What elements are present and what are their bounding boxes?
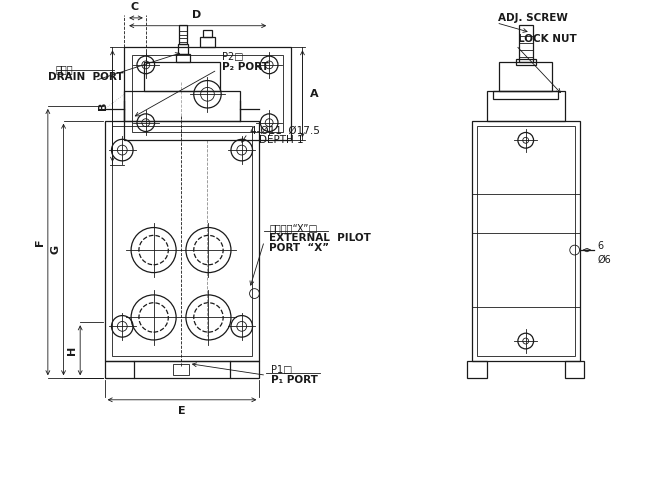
Bar <box>230 361 259 378</box>
Bar <box>179 25 187 44</box>
Text: B: B <box>98 102 108 110</box>
Text: PORT  “X”: PORT “X” <box>269 243 329 253</box>
Bar <box>487 91 565 121</box>
Bar <box>178 44 188 54</box>
Text: 泏流口: 泏流口 <box>56 64 73 74</box>
Bar <box>467 361 487 378</box>
Bar <box>203 30 213 37</box>
Text: P₂ PORT: P₂ PORT <box>222 62 269 72</box>
Bar <box>519 25 533 62</box>
Bar <box>124 47 291 140</box>
Text: LOCK NUT: LOCK NUT <box>518 34 577 44</box>
Text: A: A <box>310 89 319 99</box>
Bar <box>565 361 584 378</box>
Bar <box>477 125 575 356</box>
Bar <box>113 125 251 356</box>
Text: E: E <box>178 406 186 416</box>
Bar <box>105 361 134 378</box>
Bar <box>200 37 215 47</box>
Text: C: C <box>131 2 139 12</box>
Bar <box>516 59 535 65</box>
Text: ADJ. SCREW: ADJ. SCREW <box>498 13 568 23</box>
Text: DRAIN  PORT: DRAIN PORT <box>48 72 124 82</box>
Text: 4-Ø11  Ø17.5: 4-Ø11 Ø17.5 <box>249 125 319 136</box>
Bar <box>493 91 558 99</box>
Text: G: G <box>51 245 61 254</box>
Text: Ø6: Ø6 <box>597 255 611 265</box>
Bar <box>124 91 240 121</box>
Text: EXTERNAL  PILOT: EXTERNAL PILOT <box>269 233 371 243</box>
Text: H: H <box>67 346 77 355</box>
Text: 6: 6 <box>597 241 603 251</box>
Bar <box>144 62 220 91</box>
Text: P1□: P1□ <box>271 365 292 375</box>
Bar <box>176 54 190 62</box>
Bar <box>499 62 552 91</box>
Text: P2□: P2□ <box>222 52 244 62</box>
Text: DEPTH 1: DEPTH 1 <box>259 135 304 145</box>
Text: D: D <box>192 10 202 20</box>
Text: 外部引導“X”□: 外部引導“X”□ <box>269 223 318 233</box>
Bar <box>132 55 283 133</box>
Text: F: F <box>35 238 45 246</box>
Text: P₁ PORT: P₁ PORT <box>271 375 318 385</box>
Bar <box>472 121 579 361</box>
Bar <box>173 363 189 375</box>
Bar <box>105 121 259 361</box>
